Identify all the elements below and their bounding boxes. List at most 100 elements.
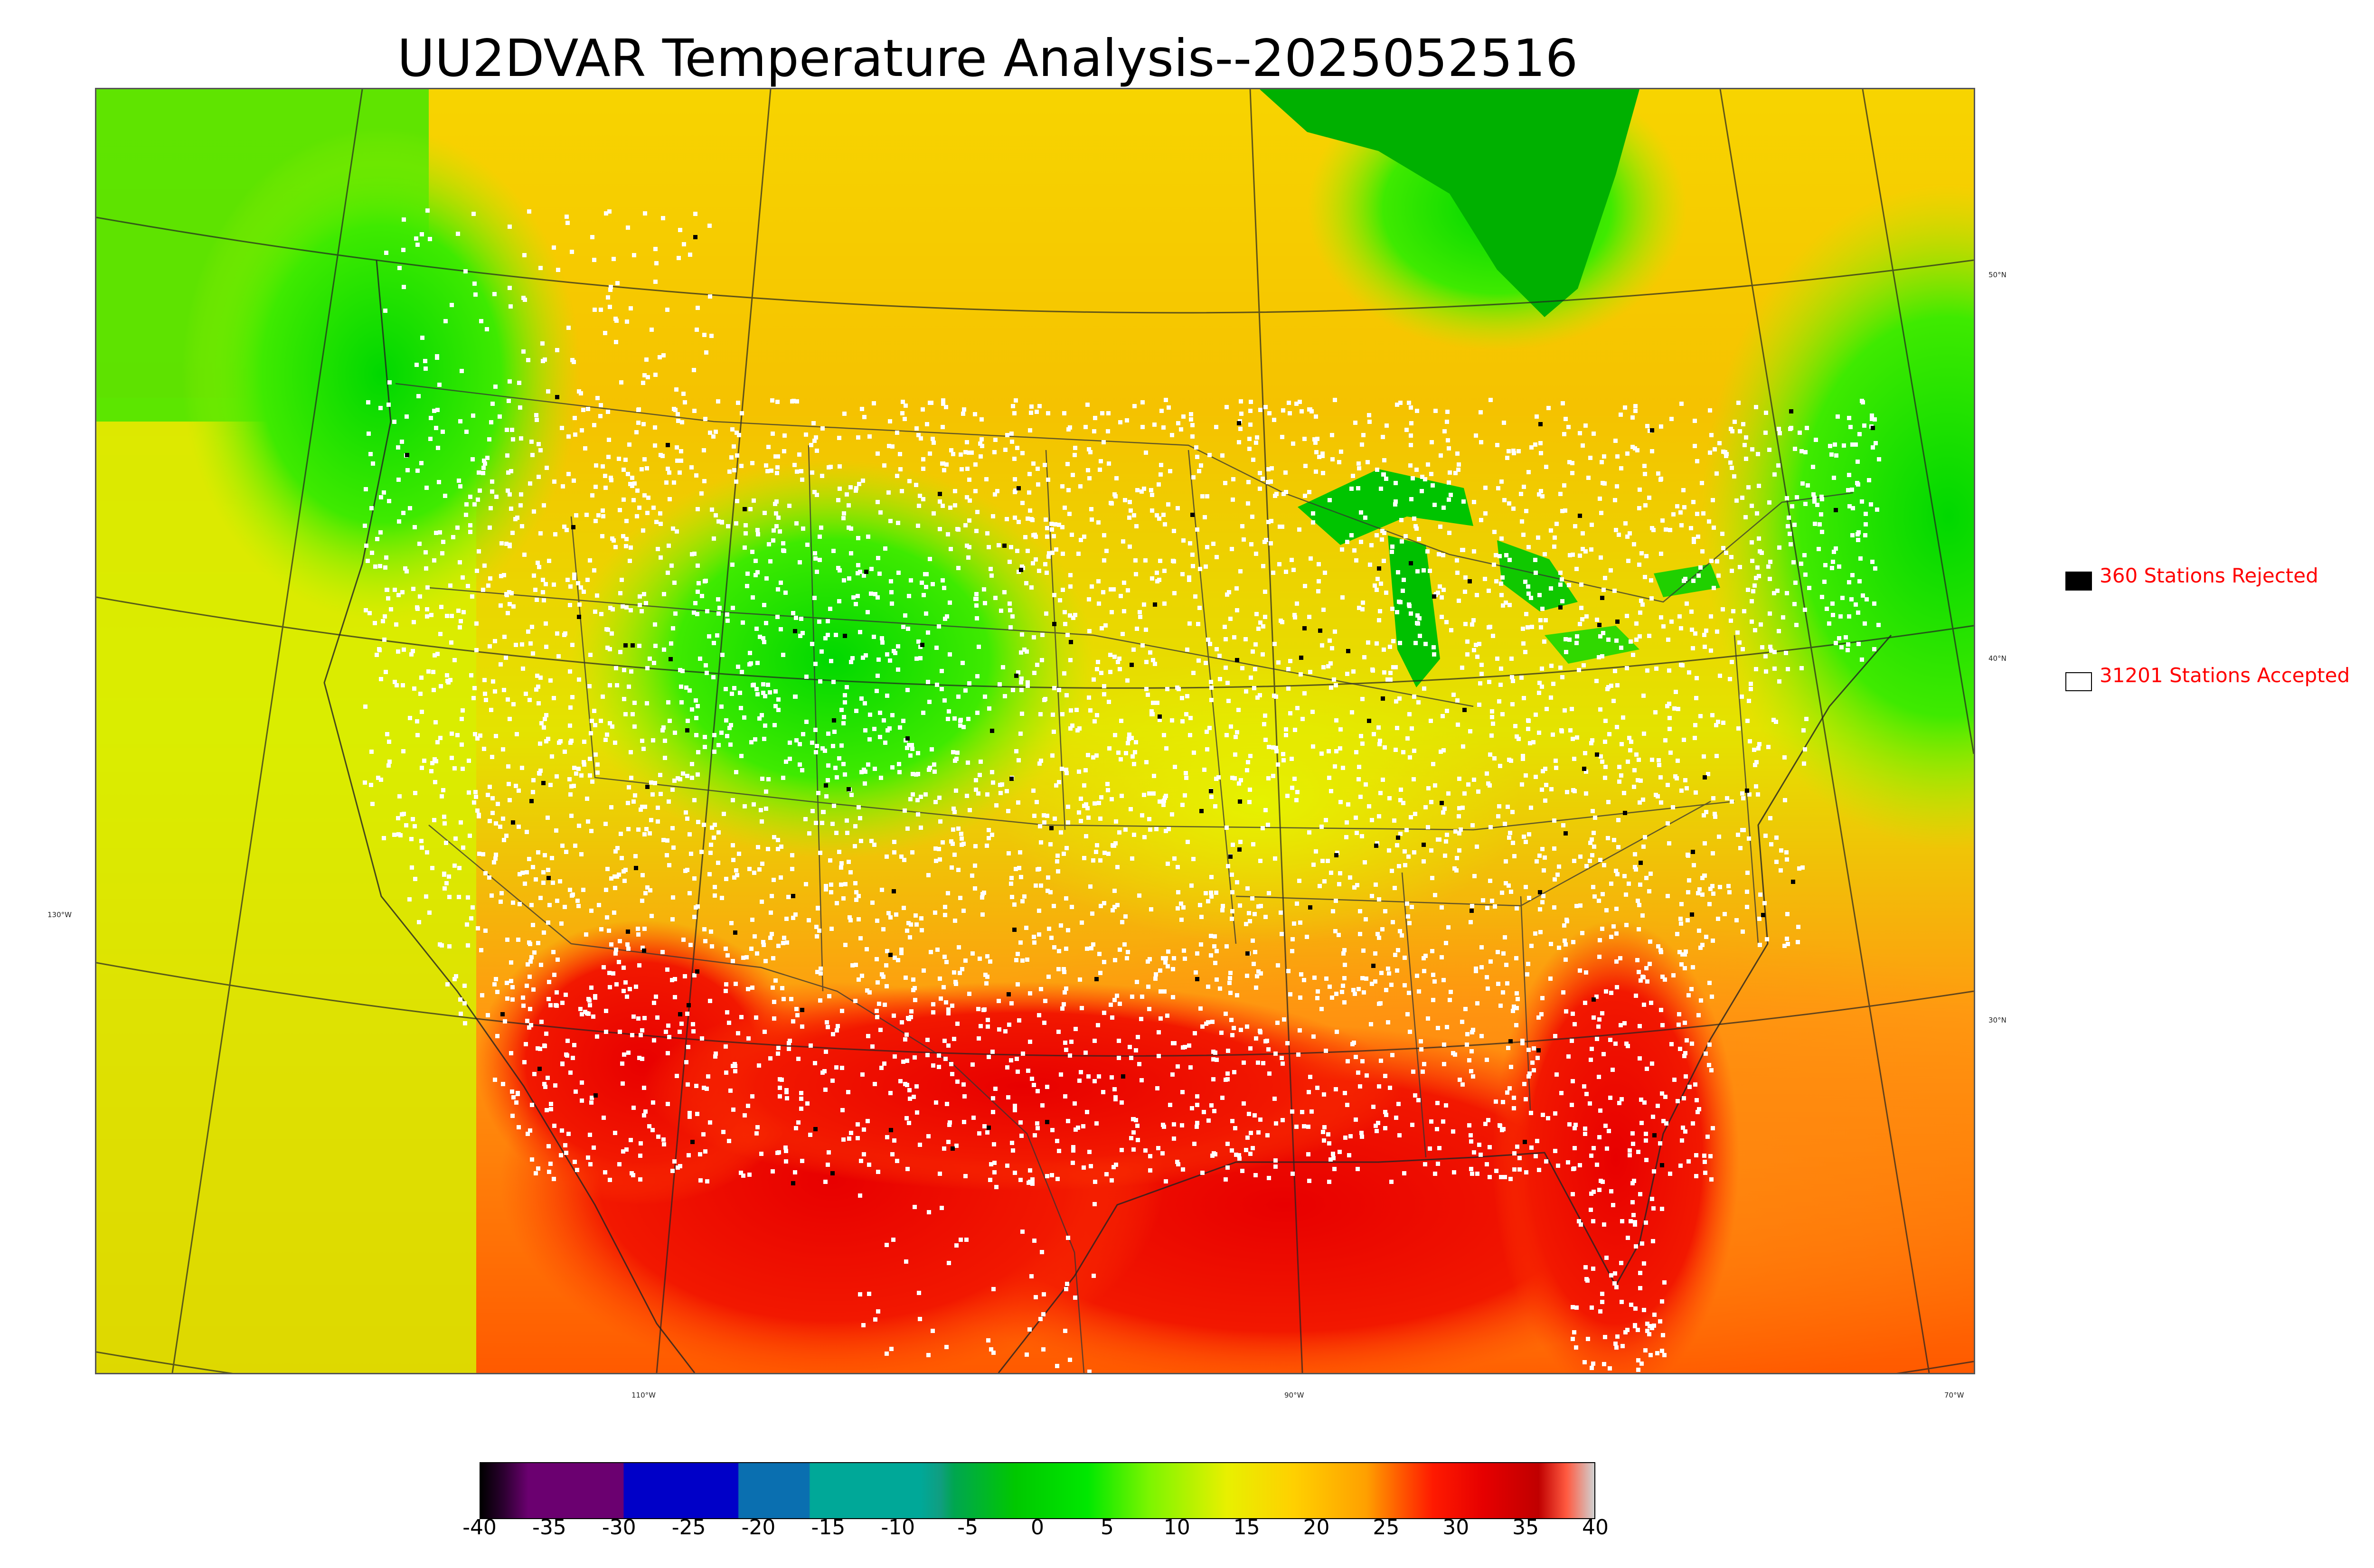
accepted-station-marker <box>771 956 775 960</box>
accepted-station-marker <box>1600 1011 1604 1015</box>
accepted-station-marker <box>572 573 576 577</box>
accepted-station-marker <box>1027 1327 1032 1332</box>
accepted-station-marker <box>783 591 788 595</box>
accepted-station-marker <box>1721 607 1725 611</box>
accepted-station-marker <box>847 503 851 507</box>
accepted-station-marker <box>787 1047 791 1051</box>
accepted-station-marker <box>1644 876 1649 880</box>
accepted-station-marker <box>1469 1139 1473 1144</box>
accepted-station-marker <box>382 836 386 840</box>
accepted-station-marker <box>1246 501 1250 506</box>
accepted-station-marker <box>1143 1148 1148 1153</box>
accepted-station-marker <box>451 535 455 539</box>
accepted-station-marker <box>606 628 610 632</box>
accepted-station-marker <box>631 498 636 502</box>
accepted-station-marker <box>1594 995 1599 999</box>
accepted-station-marker <box>931 1063 935 1068</box>
accepted-station-marker <box>472 686 477 690</box>
accepted-station-marker <box>1396 948 1400 952</box>
accepted-station-marker <box>1474 433 1478 438</box>
accepted-station-marker <box>1631 653 1635 657</box>
accepted-station-marker <box>916 751 920 755</box>
accepted-station-marker <box>937 1053 941 1058</box>
accepted-station-marker <box>630 1171 634 1175</box>
accepted-station-marker <box>1225 1142 1230 1146</box>
accepted-station-marker <box>1081 1124 1085 1128</box>
accepted-station-marker <box>441 540 445 544</box>
accepted-station-marker <box>1102 684 1106 688</box>
accepted-station-marker <box>568 888 572 892</box>
accepted-station-marker <box>1863 533 1867 537</box>
accepted-station-marker <box>564 1151 568 1155</box>
accepted-station-marker <box>800 1159 804 1163</box>
accepted-station-marker <box>1299 972 1303 976</box>
accepted-station-marker <box>712 836 716 840</box>
accepted-station-marker <box>999 791 1003 795</box>
accepted-station-marker <box>1156 1146 1160 1150</box>
accepted-station-marker <box>1633 1306 1638 1311</box>
accepted-station-marker <box>1135 627 1139 631</box>
accepted-station-marker <box>1112 1165 1116 1169</box>
accepted-station-marker <box>1407 712 1412 716</box>
accepted-station-marker <box>522 1060 527 1064</box>
accepted-station-marker <box>1743 515 1748 519</box>
accepted-station-marker <box>859 839 863 843</box>
accepted-station-marker <box>1803 608 1807 612</box>
accepted-station-marker <box>1244 689 1248 694</box>
accepted-station-marker <box>1677 1023 1681 1027</box>
accepted-station-marker <box>1595 618 1599 622</box>
accepted-station-marker <box>944 960 949 964</box>
accepted-station-marker <box>942 1146 946 1151</box>
accepted-station-marker <box>831 549 836 553</box>
accepted-station-marker <box>1659 1008 1663 1012</box>
accepted-station-marker <box>1041 1347 1046 1352</box>
accepted-station-marker <box>1592 1146 1596 1150</box>
accepted-station-marker <box>1477 1143 1481 1147</box>
accepted-station-marker <box>1763 654 1768 658</box>
accepted-station-marker <box>1225 1071 1230 1076</box>
accepted-station-marker <box>584 513 589 517</box>
accepted-station-marker <box>582 760 586 764</box>
accepted-station-marker <box>1730 799 1734 804</box>
accepted-station-marker <box>1567 460 1572 464</box>
accepted-station-marker <box>761 940 765 944</box>
accepted-station-marker <box>580 1080 584 1085</box>
accepted-station-marker <box>364 487 368 491</box>
accepted-station-marker <box>1131 1130 1136 1135</box>
accepted-station-marker <box>499 662 503 667</box>
accepted-station-marker <box>1298 920 1302 925</box>
accepted-station-marker <box>1086 753 1090 757</box>
accepted-station-marker <box>1135 1124 1140 1128</box>
accepted-station-marker <box>566 326 571 330</box>
accepted-station-marker <box>1645 668 1649 673</box>
accepted-station-marker <box>590 719 594 723</box>
accepted-station-marker <box>690 552 694 556</box>
accepted-station-marker <box>396 816 400 820</box>
accepted-station-marker <box>1703 873 1707 878</box>
accepted-station-marker <box>1276 660 1281 665</box>
accepted-station-marker <box>618 591 622 595</box>
accepted-station-marker <box>1622 1021 1627 1025</box>
accepted-station-marker <box>1818 522 1822 526</box>
accepted-station-marker <box>814 821 818 825</box>
accepted-station-marker <box>1472 1150 1476 1155</box>
accepted-station-marker <box>791 399 796 403</box>
accepted-station-marker <box>764 576 769 581</box>
accepted-station-marker <box>493 856 498 861</box>
accepted-station-marker <box>876 500 880 504</box>
accepted-station-marker <box>676 1165 680 1170</box>
accepted-station-marker <box>1419 1039 1423 1043</box>
accepted-station-marker <box>1166 862 1170 866</box>
accepted-station-marker <box>617 1162 622 1166</box>
accepted-station-marker <box>518 902 522 906</box>
accepted-station-marker <box>1008 560 1012 564</box>
accepted-station-marker <box>1096 1023 1100 1027</box>
accepted-station-marker <box>452 658 457 662</box>
accepted-station-marker <box>1263 405 1268 409</box>
accepted-station-marker <box>1048 842 1053 846</box>
accepted-station-marker <box>1025 649 1029 654</box>
accepted-station-marker <box>1390 869 1394 873</box>
accepted-station-marker <box>1704 629 1708 633</box>
accepted-station-marker <box>944 1000 948 1005</box>
accepted-station-marker <box>707 872 712 876</box>
